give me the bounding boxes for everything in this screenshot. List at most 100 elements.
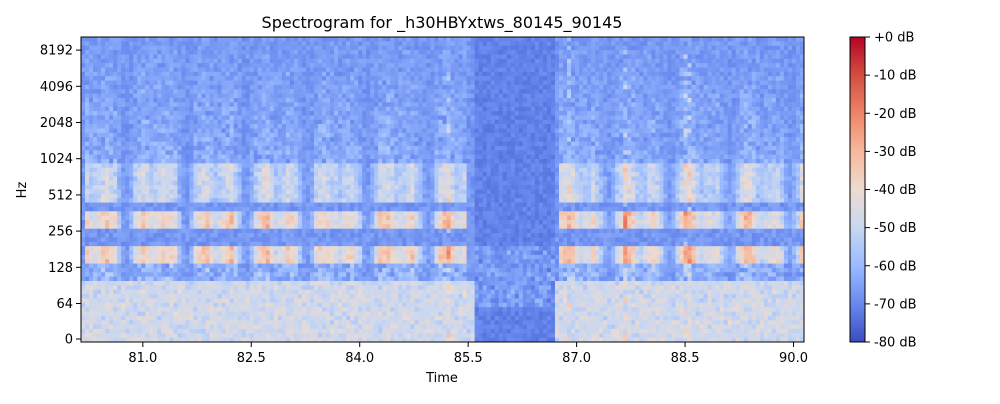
heatmap-cell — [326, 211, 331, 217]
heatmap-cell — [209, 93, 215, 99]
heatmap-cell — [265, 137, 271, 143]
heatmap-cell — [209, 76, 215, 82]
heatmap-cell — [157, 267, 162, 273]
heatmap-cell — [197, 189, 203, 195]
heatmap-cell — [81, 54, 86, 60]
heatmap-cell — [177, 206, 183, 212]
heatmap-cell — [273, 237, 279, 243]
heatmap-cell — [289, 289, 295, 295]
heatmap-cell — [245, 76, 251, 82]
heatmap-cell — [301, 259, 307, 265]
heatmap-cell — [334, 185, 339, 191]
heatmap-cell — [209, 324, 215, 330]
heatmap-cell — [89, 285, 94, 291]
heatmap-cell — [109, 132, 114, 138]
heatmap-cell — [149, 285, 154, 291]
heatmap-cell — [237, 54, 243, 60]
heatmap-cell — [177, 106, 183, 112]
heatmap-cell — [322, 102, 327, 108]
heatmap-cell — [293, 67, 299, 73]
heatmap-cell — [241, 285, 247, 291]
heatmap-cell — [273, 189, 279, 195]
heatmap-cell — [105, 233, 110, 239]
heatmap-cell — [358, 285, 363, 291]
heatmap-cell — [209, 119, 215, 125]
heatmap-cell — [137, 337, 142, 342]
heatmap-cell — [358, 119, 363, 125]
heatmap-cell — [121, 320, 126, 326]
heatmap-cell — [125, 54, 130, 60]
heatmap-cell — [109, 67, 114, 73]
heatmap-cell — [358, 224, 363, 230]
heatmap-cell — [289, 111, 295, 117]
heatmap-cell — [322, 202, 327, 208]
heatmap-cell — [161, 119, 166, 125]
heatmap-cell — [109, 328, 114, 334]
heatmap-cell — [145, 276, 150, 282]
heatmap-cell — [81, 180, 86, 186]
heatmap-cell — [293, 141, 299, 147]
heatmap-cell — [265, 80, 271, 86]
heatmap-cell — [125, 159, 130, 164]
heatmap-cell — [309, 89, 315, 95]
heatmap-cell — [81, 41, 86, 47]
heatmap-cell — [109, 307, 114, 313]
heatmap-cell — [281, 294, 287, 300]
heatmap-cell — [265, 294, 271, 300]
heatmap-cell — [149, 198, 154, 204]
heatmap-cell — [358, 193, 363, 199]
heatmap-cell — [189, 215, 195, 221]
heatmap-cell — [185, 276, 191, 282]
heatmap-cell — [269, 154, 275, 160]
heatmap-cell — [213, 302, 219, 308]
heatmap-cell — [245, 215, 251, 221]
heatmap-cell — [277, 211, 283, 217]
heatmap-cell — [257, 84, 263, 90]
heatmap-cell — [253, 294, 259, 300]
heatmap-cell — [109, 89, 114, 95]
heatmap-cell — [181, 276, 187, 282]
heatmap-cell — [197, 41, 203, 47]
heatmap-cell — [101, 198, 106, 204]
heatmap-cell — [145, 150, 150, 156]
heatmap-cell — [322, 250, 327, 256]
heatmap-cell — [129, 285, 134, 291]
heatmap-cell — [309, 276, 315, 282]
heatmap-cell — [233, 241, 239, 247]
heatmap-cell — [313, 45, 319, 51]
heatmap-cell — [129, 189, 134, 195]
heatmap-cell — [133, 220, 138, 225]
heatmap-cell — [350, 98, 355, 103]
heatmap-cell — [157, 176, 162, 182]
heatmap-cell — [129, 150, 134, 156]
heatmap-cell — [358, 241, 363, 247]
heatmap-cell — [326, 154, 331, 160]
heatmap-cell — [249, 259, 255, 265]
heatmap-cell — [297, 228, 303, 234]
heatmap-cell — [165, 50, 170, 56]
heatmap-cell — [233, 54, 239, 60]
heatmap-cell — [289, 241, 295, 247]
heatmap-cell — [346, 263, 351, 269]
heatmap-cell — [137, 145, 142, 151]
heatmap-cell — [313, 71, 319, 77]
heatmap-cell — [309, 180, 315, 186]
heatmap-cell — [137, 285, 142, 291]
heatmap-cell — [165, 124, 170, 130]
heatmap-cell — [181, 337, 187, 342]
heatmap-cell — [209, 285, 215, 291]
heatmap-cell — [313, 320, 319, 326]
heatmap-cell — [221, 172, 227, 178]
heatmap-cell — [137, 76, 142, 82]
heatmap-cell — [177, 189, 183, 195]
heatmap-cell — [265, 106, 271, 112]
heatmap-cell — [109, 93, 114, 99]
heatmap-cell — [213, 193, 219, 199]
heatmap-cell — [362, 315, 367, 321]
heatmap-cell — [113, 159, 118, 164]
heatmap-cell — [181, 119, 187, 125]
heatmap-cell — [297, 154, 303, 160]
heatmap-cell — [358, 115, 363, 121]
heatmap-cell — [297, 163, 303, 169]
heatmap-cell — [221, 37, 227, 42]
